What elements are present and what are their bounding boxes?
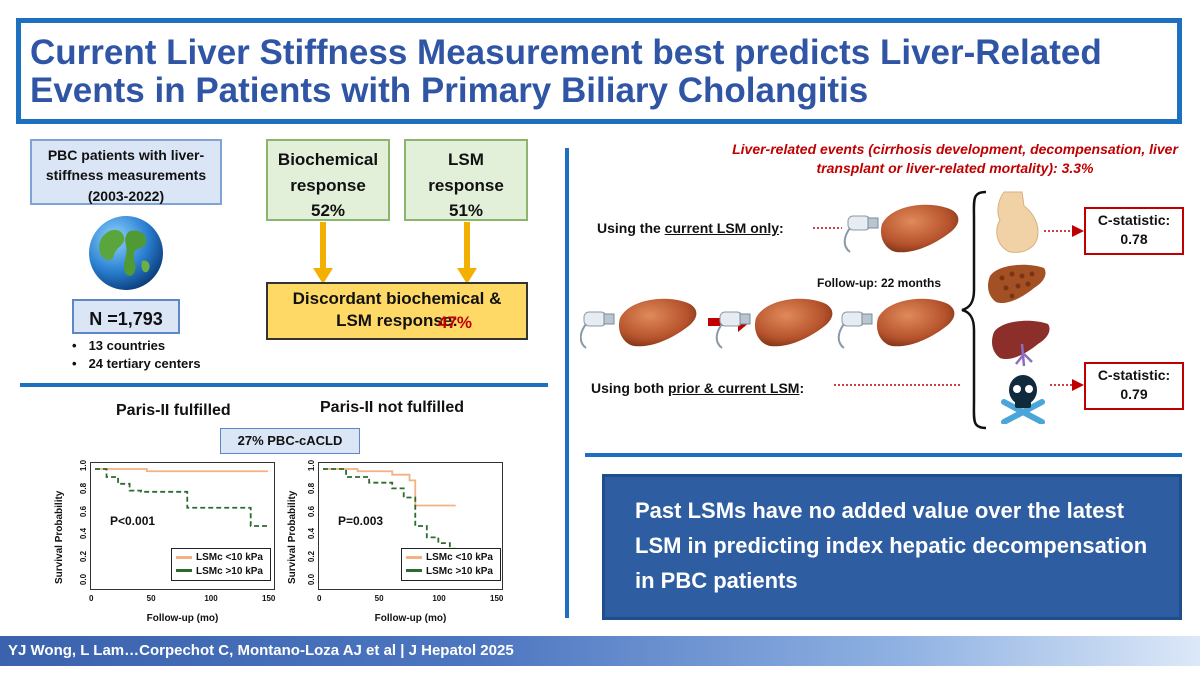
ytick-label: 0.8 (307, 482, 317, 494)
footer-citation: YJ Wong, L Lam…Corpechot C, Montano-Loza… (8, 642, 514, 659)
skull-crossbones-icon (1001, 375, 1045, 424)
km-left-ylabel: Survival Probability (54, 490, 65, 584)
cohort-box: PBC patients with liver-stiffness measur… (30, 139, 222, 205)
ytick-label: 0.0 (307, 573, 317, 586)
ytick-label: 0.8 (79, 482, 89, 494)
label-text: current LSM only (664, 220, 780, 236)
title-frame (16, 18, 1182, 124)
liver-transplant-icon (992, 320, 1050, 367)
cstat-both-box: C-statistic: 0.79 (1084, 362, 1184, 410)
page-title: Current Liver Stiffness Measurement best… (30, 33, 1102, 110)
legend-label: LSMc <10 kPa (426, 552, 493, 563)
xtick-label: 100 (432, 594, 446, 603)
cohort-bullets: 13 countries 24 tertiary centers (72, 337, 201, 373)
liver-illustrations (580, 204, 960, 386)
horizontal-divider-left (20, 383, 548, 387)
label-text: : (799, 380, 805, 396)
lsm-response-label: LSM response (428, 150, 504, 195)
ytick-label: 0.0 (79, 573, 89, 586)
lsm-response-box: LSM response 51% (404, 139, 528, 221)
legend-item-high: LSMc >10 kPa (176, 565, 266, 579)
legend-label: LSMc <10 kPa (196, 552, 263, 563)
vertical-divider (565, 148, 569, 618)
km-right-xlabel: Follow-up (mo) (374, 613, 447, 624)
biochemical-response-box: Biochemical response 52% (266, 139, 390, 221)
legend-swatch (176, 569, 192, 573)
km-left-xticks (90, 598, 275, 610)
label-text: prior & current LSM (668, 380, 800, 396)
discordant-response-box: Discordant biochemical & LSM response: 4… (266, 282, 528, 340)
km-series-low (323, 468, 456, 507)
xtick-label: 0 (317, 594, 322, 603)
footer-bar (0, 636, 1200, 666)
km-left-pvalue: P<0.001 (110, 514, 156, 528)
ytick-label: 0.4 (79, 528, 89, 540)
current-lsm-label: Using the current LSM only: (597, 220, 784, 236)
events-description: Liver-related events (cirrhosis developm… (732, 141, 1178, 176)
list-item: 13 countries (72, 337, 201, 355)
both-lsm-label: Using both prior & current LSM: (591, 380, 804, 396)
biochemical-response-value: 52% (310, 201, 346, 220)
legend-item-low: LSMc <10 kPa (406, 551, 496, 565)
cstat-both: C-statistic: 0.79 (1097, 367, 1171, 402)
subgroup-badge: 27% PBC-cACLD (220, 428, 360, 454)
lsm-response-value: 51% (448, 201, 484, 220)
discordant-label: Discordant biochemical & LSM response: (292, 289, 502, 331)
xtick-label: 100 (204, 594, 218, 603)
cirrhotic-liver-icon (988, 264, 1046, 304)
km-left-legend: LSMc <10 kPa LSMc >10 kPa (171, 548, 271, 581)
ytick-label: 0.2 (79, 551, 89, 563)
legend-item-low: LSMc <10 kPa (176, 551, 266, 565)
label-text: Using both (591, 380, 668, 396)
km-right-ylabel: Survival Probability (287, 490, 298, 584)
km-left-heading: Paris-II fulfilled (116, 402, 231, 419)
cstat-current: C-statistic: 0.78 (1097, 212, 1171, 247)
km-left-curves (95, 468, 268, 527)
bracket-icon (961, 190, 987, 430)
legend-swatch (406, 555, 422, 559)
cstat-current-box: C-statistic: 0.78 (1084, 207, 1184, 255)
legend-swatch (406, 569, 422, 573)
ytick-label: 0.2 (307, 551, 317, 563)
xtick-label: 0 (89, 594, 94, 603)
legend-label: LSMc >10 kPa (196, 565, 263, 577)
km-right-curves (323, 468, 456, 550)
xtick-label: 50 (146, 594, 156, 603)
arrow-down-icon (313, 222, 333, 284)
ytick-label: 1.0 (79, 459, 89, 472)
arrow-right-icon (1044, 225, 1084, 237)
arrow-right-icon (1050, 379, 1084, 391)
ytick-label: 0.6 (79, 505, 89, 517)
arrow-down-icon (457, 222, 477, 284)
label-text: : (779, 220, 784, 236)
xtick-label: 50 (374, 594, 384, 603)
km-right-heading: Paris-II not fulfilled (320, 399, 465, 416)
horizontal-divider-right (585, 453, 1182, 457)
summary-box: Past LSMs have no added value over the l… (602, 474, 1182, 620)
label-text: Using the (597, 220, 665, 236)
ytick-label: 1.0 (307, 459, 317, 472)
km-right-legend: LSMc <10 kPa LSMc >10 kPa (401, 548, 501, 581)
followup-label: Follow-up: 22 months (817, 276, 941, 290)
ytick-label: 0.4 (307, 528, 317, 540)
legend-item-high: LSMc >10 kPa (406, 565, 496, 579)
km-series-high (323, 468, 456, 550)
globe-icon (89, 216, 163, 290)
ytick-label: 0.6 (307, 505, 317, 517)
xtick-label: 150 (490, 594, 504, 603)
xtick-label: 150 (262, 594, 276, 603)
cohort-count: N =1,793 (72, 299, 180, 334)
legend-label: LSMc >10 kPa (426, 565, 493, 577)
km-left-xlabel: Follow-up (mo) (146, 613, 219, 624)
km-series-low (95, 468, 268, 473)
biochemical-response-label: Biochemical response (277, 150, 379, 195)
list-item: 24 tertiary centers (72, 355, 201, 373)
legend-swatch (176, 555, 192, 559)
discordant-value: 47% (437, 312, 472, 332)
ascites-abdomen-icon (996, 191, 1039, 253)
km-right-pvalue: P=0.003 (338, 514, 384, 528)
